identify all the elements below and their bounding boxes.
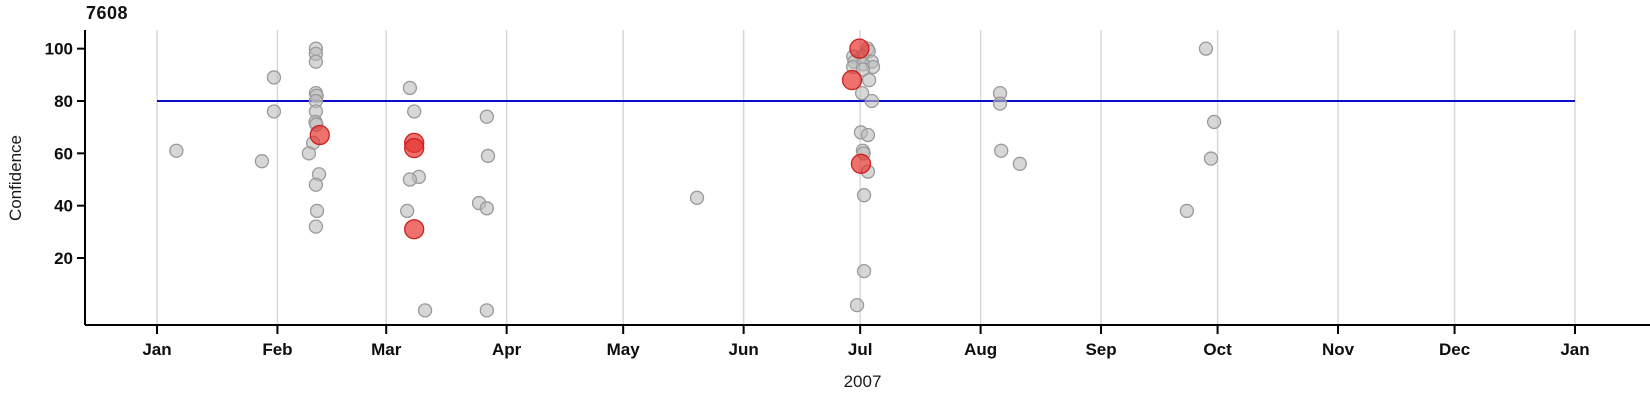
data-point bbox=[849, 297, 865, 313]
y-tick-label: 80 bbox=[54, 92, 73, 111]
data-point bbox=[854, 85, 870, 101]
x-tick-label: Oct bbox=[1203, 340, 1232, 359]
x-axis-caption: 2007 bbox=[843, 372, 882, 391]
data-point bbox=[855, 62, 871, 77]
data-point bbox=[864, 93, 879, 109]
y-tick-label: 100 bbox=[45, 40, 73, 59]
data-point bbox=[1179, 203, 1195, 219]
highlighted-data-point bbox=[404, 137, 425, 159]
data-point bbox=[860, 127, 876, 143]
data-point bbox=[169, 143, 184, 158]
data-point bbox=[308, 219, 324, 234]
x-tick-label: Dec bbox=[1439, 340, 1470, 359]
data-point bbox=[1206, 114, 1222, 130]
highlighted-data-point bbox=[850, 153, 872, 174]
data-point bbox=[856, 263, 872, 279]
x-tick-label: Nov bbox=[1322, 340, 1355, 359]
data-point bbox=[308, 177, 324, 192]
x-tick-label: Aug bbox=[964, 340, 997, 359]
data-point bbox=[402, 80, 418, 96]
chart-title: 7608 bbox=[86, 3, 129, 23]
x-tick-label: Feb bbox=[262, 340, 292, 359]
y-tick-label: 20 bbox=[54, 249, 73, 268]
data-point bbox=[994, 143, 1009, 158]
x-tick-label: Apr bbox=[492, 340, 522, 359]
data-point bbox=[309, 203, 325, 219]
data-point bbox=[301, 146, 317, 161]
data-point bbox=[479, 201, 494, 216]
data-point bbox=[1012, 156, 1027, 171]
highlighted-data-point bbox=[309, 124, 330, 146]
data-point bbox=[992, 96, 1008, 111]
x-tick-label: Jun bbox=[729, 340, 759, 359]
data-point bbox=[480, 148, 496, 164]
x-tick-label: Jan bbox=[1560, 340, 1589, 359]
highlighted-data-point bbox=[404, 219, 425, 240]
x-tick-label: Jul bbox=[848, 340, 873, 359]
data-point bbox=[400, 203, 415, 219]
data-point bbox=[479, 303, 494, 318]
data-point bbox=[417, 303, 433, 318]
data-point bbox=[266, 104, 282, 119]
data-point bbox=[856, 188, 872, 203]
x-tick-label: Mar bbox=[371, 340, 402, 359]
data-point bbox=[266, 70, 282, 85]
x-tick-label: Sep bbox=[1085, 340, 1116, 359]
y-tick-label: 40 bbox=[54, 197, 73, 216]
highlighted-data-point bbox=[849, 38, 870, 59]
x-tick-label: Jan bbox=[142, 340, 171, 359]
data-point bbox=[308, 54, 324, 69]
x-tick-label: May bbox=[607, 340, 641, 359]
data-point bbox=[861, 72, 877, 88]
data-point bbox=[254, 154, 270, 169]
highlighted-data-point bbox=[841, 69, 863, 91]
y-tick-label: 60 bbox=[54, 144, 73, 163]
data-point bbox=[402, 172, 418, 187]
data-point bbox=[689, 190, 705, 205]
data-point bbox=[1203, 151, 1219, 166]
data-point bbox=[479, 109, 494, 124]
data-point bbox=[1198, 41, 1214, 56]
data-point bbox=[407, 104, 422, 119]
